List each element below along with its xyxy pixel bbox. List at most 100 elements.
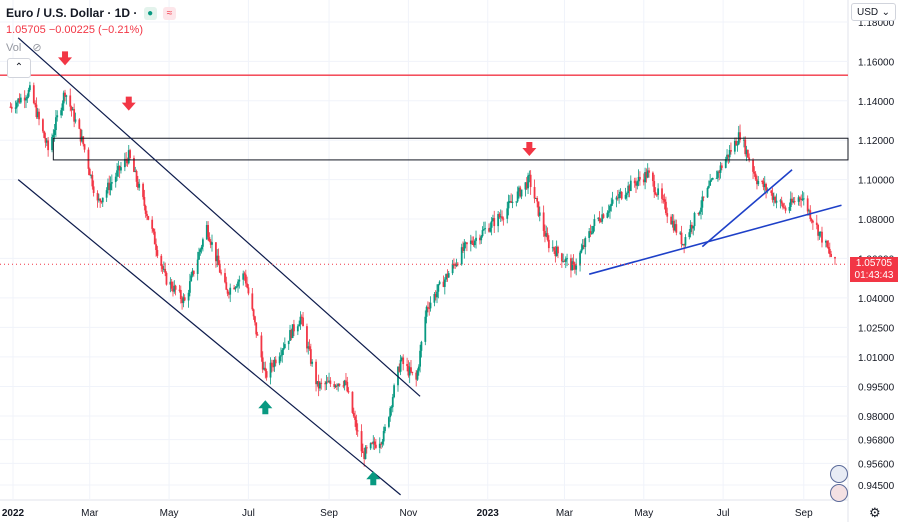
candle-body	[105, 190, 108, 198]
candle-body	[178, 289, 181, 291]
candle-body	[372, 441, 375, 444]
candle-body	[51, 137, 53, 151]
candle-body	[90, 174, 92, 176]
candle-body	[198, 251, 200, 260]
candle-body	[520, 189, 523, 197]
candle-body	[356, 430, 359, 432]
candle-body	[311, 361, 314, 364]
candle-body	[42, 119, 44, 132]
candle-body	[553, 247, 555, 251]
candle-body	[609, 206, 611, 212]
candle-body	[136, 181, 139, 188]
candle-body	[515, 201, 518, 203]
candle-body	[406, 364, 408, 366]
candle-body	[506, 208, 509, 219]
candle-body	[152, 228, 155, 232]
candle-body	[726, 154, 728, 160]
candle-body	[671, 220, 674, 225]
candle-body	[19, 97, 22, 103]
candle-body	[142, 183, 144, 197]
candle-body	[743, 139, 745, 141]
candle-body	[443, 279, 446, 287]
candle-body	[205, 224, 208, 240]
x-tick-label: Jul	[717, 508, 730, 519]
candle-body	[791, 198, 793, 203]
x-tick-label: Mar	[556, 508, 574, 519]
y-tick-label: 1.16000	[858, 57, 895, 68]
candle-body	[646, 170, 649, 178]
candle-body	[354, 416, 356, 420]
candle-body	[473, 240, 476, 246]
candle-body	[438, 281, 441, 285]
down-arrow-icon	[58, 51, 73, 66]
candle-body	[408, 367, 411, 376]
us-flag-icon[interactable]	[830, 484, 848, 502]
candle-body	[599, 221, 602, 223]
candle-body	[670, 216, 673, 225]
candle-body	[355, 419, 358, 431]
candle-body	[635, 183, 637, 186]
candle-body	[482, 229, 485, 231]
candle-body	[424, 316, 427, 342]
x-tick-label: Mar	[81, 508, 99, 519]
y-tick-label: 0.96800	[858, 436, 895, 447]
candle-body	[480, 236, 483, 241]
candle-body	[9, 106, 12, 108]
up-arrow-icon	[366, 471, 381, 486]
candle-body	[380, 443, 382, 445]
candle-body	[243, 273, 246, 275]
candle-body	[518, 187, 520, 192]
eye-hidden-icon[interactable]: ⊘	[32, 42, 42, 54]
gear-icon[interactable]: ⚙	[869, 505, 881, 520]
currency-button[interactable]: USD ⌄	[851, 3, 896, 21]
candle-body	[642, 179, 645, 183]
wave-icon[interactable]: ≈	[163, 7, 177, 21]
candle-body	[282, 348, 285, 351]
candle-body	[633, 180, 636, 184]
candle-body	[554, 250, 557, 257]
candle-body	[26, 96, 29, 99]
candle-body	[179, 290, 182, 299]
candle-body	[588, 231, 591, 238]
candle-body	[242, 273, 245, 280]
symbol-title[interactable]: Euro / U.S. Dollar · 1D ·	[6, 6, 138, 20]
candle-body	[446, 274, 449, 278]
candle-body	[146, 213, 148, 217]
candle-body	[307, 346, 310, 349]
candle-body	[793, 201, 796, 203]
currency-label: USD	[857, 7, 879, 18]
candle-body	[779, 200, 782, 202]
eu-flag-icon[interactable]	[830, 465, 848, 483]
candle-body	[761, 180, 764, 182]
candle-body	[174, 285, 177, 290]
candle-body	[728, 150, 731, 158]
candle-body	[484, 228, 487, 230]
y-tick-label: 0.98000	[858, 412, 895, 423]
candle-body	[684, 237, 687, 246]
candle-body	[789, 198, 792, 207]
candle-body	[730, 150, 732, 152]
candle-body	[315, 361, 317, 385]
candle-body	[38, 111, 40, 120]
candle-body	[235, 286, 238, 288]
candle-body	[744, 139, 747, 155]
candle-body	[415, 372, 418, 380]
candle-body	[363, 453, 366, 459]
candle-body	[542, 212, 545, 231]
candle-body	[625, 193, 628, 195]
candle-body	[488, 228, 490, 232]
candle-body	[23, 97, 26, 101]
candle-body	[720, 165, 723, 168]
candle-body	[636, 181, 639, 186]
candle-body	[442, 281, 445, 287]
collapse-legend-button[interactable]: ⌃	[7, 58, 31, 78]
candle-body	[429, 302, 432, 309]
candle-body	[88, 168, 91, 176]
candle-body	[672, 220, 675, 231]
candle-body	[127, 150, 130, 164]
candle-body	[702, 196, 705, 198]
candle-body	[361, 451, 364, 454]
market-open-icon[interactable]: ●	[143, 7, 157, 21]
